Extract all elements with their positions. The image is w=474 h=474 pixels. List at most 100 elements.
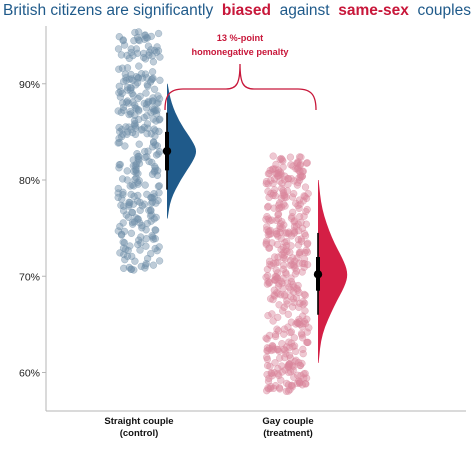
data-point bbox=[281, 366, 289, 374]
data-point bbox=[303, 159, 311, 167]
data-point bbox=[118, 175, 127, 183]
data-point bbox=[294, 201, 302, 210]
data-point bbox=[280, 345, 288, 353]
data-point bbox=[143, 130, 151, 138]
data-point bbox=[133, 197, 142, 205]
data-point bbox=[141, 70, 150, 78]
data-point bbox=[117, 51, 126, 59]
data-point bbox=[135, 140, 143, 148]
data-point bbox=[284, 323, 292, 331]
data-point bbox=[118, 195, 126, 203]
data-point bbox=[283, 343, 291, 351]
data-point bbox=[147, 108, 155, 117]
data-point bbox=[275, 199, 284, 207]
data-point bbox=[141, 35, 149, 43]
data-point bbox=[297, 218, 305, 226]
data-point bbox=[277, 245, 285, 254]
axes: 60% 70% 80% 90% bbox=[19, 26, 466, 412]
data-point bbox=[124, 213, 133, 221]
data-point bbox=[134, 94, 142, 103]
data-point bbox=[152, 48, 161, 56]
data-point bbox=[151, 167, 159, 175]
data-point bbox=[134, 215, 142, 223]
data-point bbox=[152, 226, 160, 234]
penalty-brace: 13 %-point homonegative penalty bbox=[164, 33, 317, 111]
data-point bbox=[290, 298, 298, 307]
data-point bbox=[288, 303, 297, 311]
data-point bbox=[299, 320, 307, 328]
data-point bbox=[142, 226, 150, 234]
data-point bbox=[264, 311, 272, 320]
data-point bbox=[135, 28, 143, 36]
data-point bbox=[149, 261, 158, 269]
data-point bbox=[123, 51, 131, 60]
data-point bbox=[140, 113, 148, 122]
data-point bbox=[300, 290, 308, 299]
data-point bbox=[122, 74, 130, 82]
data-point bbox=[123, 252, 132, 260]
data-point bbox=[281, 172, 289, 180]
data-point bbox=[283, 229, 291, 237]
data-point bbox=[286, 343, 294, 352]
data-point bbox=[263, 387, 271, 395]
data-point bbox=[290, 227, 298, 235]
data-point bbox=[265, 279, 273, 287]
data-point bbox=[275, 204, 283, 213]
data-point bbox=[295, 303, 303, 311]
data-point bbox=[119, 36, 127, 45]
data-point bbox=[299, 350, 307, 358]
data-point bbox=[144, 42, 153, 50]
data-point bbox=[294, 158, 302, 166]
data-point bbox=[284, 180, 292, 189]
data-point bbox=[264, 187, 272, 196]
data-point bbox=[143, 219, 151, 228]
data-point bbox=[292, 267, 301, 275]
data-point bbox=[265, 257, 274, 265]
data-point bbox=[148, 158, 156, 167]
data-point bbox=[151, 244, 159, 253]
data-point bbox=[284, 175, 293, 183]
data-point bbox=[131, 162, 139, 170]
data-point bbox=[299, 259, 307, 268]
data-point bbox=[267, 369, 275, 377]
data-point bbox=[271, 186, 279, 194]
data-point bbox=[155, 116, 163, 124]
data-point bbox=[302, 159, 311, 167]
data-point bbox=[276, 177, 284, 185]
data-point bbox=[135, 156, 143, 164]
data-point bbox=[126, 242, 134, 250]
data-point bbox=[151, 127, 159, 135]
data-point bbox=[276, 291, 285, 299]
data-point bbox=[300, 260, 309, 268]
data-point bbox=[303, 338, 311, 347]
data-point bbox=[295, 377, 303, 385]
data-point bbox=[282, 379, 291, 388]
data-point bbox=[132, 45, 141, 53]
data-point bbox=[121, 142, 129, 150]
data-point bbox=[119, 238, 127, 246]
annotation-line-1: 13 %-point bbox=[217, 33, 263, 43]
data-point bbox=[133, 49, 142, 57]
data-point bbox=[302, 380, 310, 388]
data-point bbox=[286, 153, 295, 161]
data-point bbox=[272, 266, 280, 274]
data-point bbox=[148, 68, 157, 76]
data-point bbox=[303, 205, 311, 214]
data-point bbox=[135, 115, 143, 124]
data-point bbox=[262, 179, 270, 188]
data-point bbox=[147, 32, 155, 41]
data-point bbox=[278, 184, 286, 193]
data-point bbox=[297, 329, 306, 338]
data-point bbox=[132, 174, 140, 182]
data-point bbox=[123, 167, 131, 175]
data-point bbox=[269, 384, 278, 392]
data-point bbox=[151, 141, 159, 149]
data-point bbox=[119, 188, 127, 196]
data-point bbox=[128, 208, 137, 217]
annotation-line-2: homonegative penalty bbox=[192, 47, 290, 57]
data-point bbox=[125, 202, 133, 210]
data-point bbox=[274, 258, 282, 267]
data-point bbox=[128, 181, 136, 189]
data-point bbox=[274, 346, 282, 354]
data-point bbox=[127, 229, 136, 237]
